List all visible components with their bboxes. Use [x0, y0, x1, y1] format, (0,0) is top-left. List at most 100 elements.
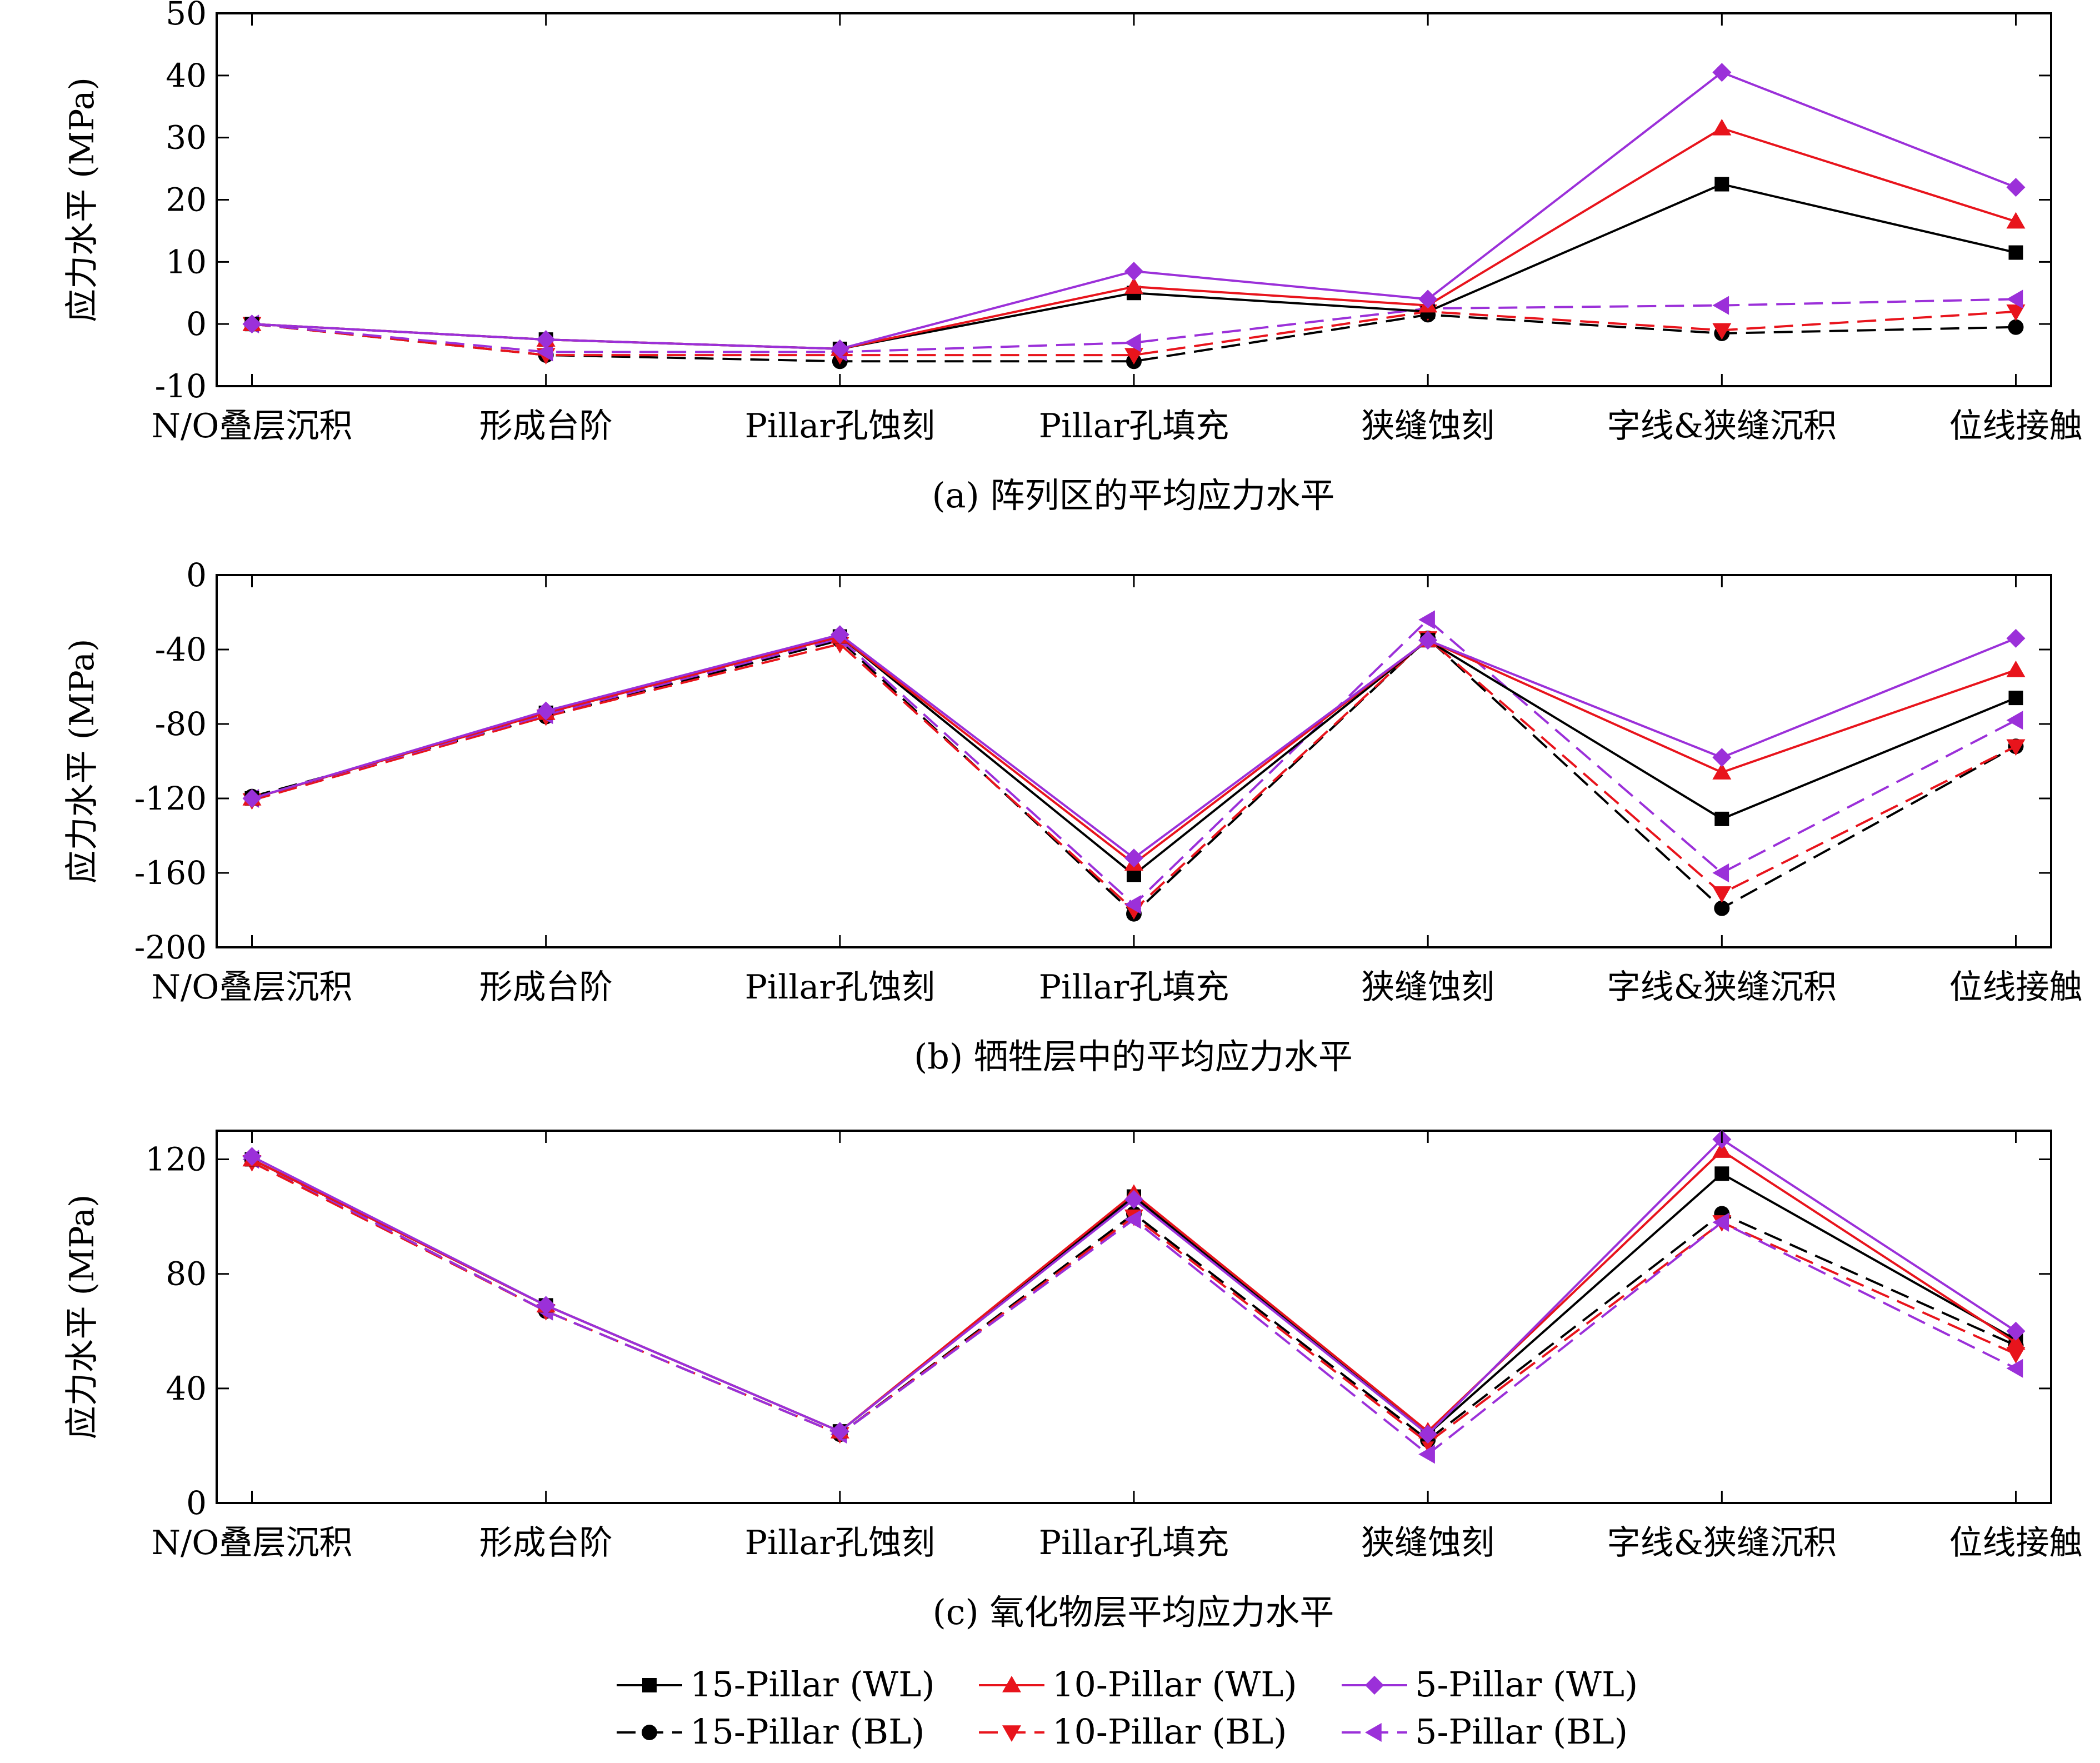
y-tick-label: 20: [166, 181, 207, 219]
y-axis-label: 应力水平 (MPa): [63, 1195, 102, 1440]
data-point: [2008, 245, 2023, 260]
data-point: [830, 625, 849, 645]
data-point: [1712, 763, 1732, 780]
x-category-label: 形成台阶: [479, 1524, 613, 1562]
data-point: [536, 342, 553, 362]
data-point: [1712, 1141, 1732, 1158]
data-point: [2006, 1359, 2023, 1378]
data-point: [830, 1422, 849, 1441]
data-point: [1712, 1212, 1729, 1232]
data-point: [1124, 1190, 1143, 1209]
legend-label: 5-Pillar (WL): [1415, 1664, 1638, 1705]
legend-label: 15-Pillar (WL): [690, 1664, 935, 1705]
data-point: [1712, 63, 1732, 82]
legend-label: 10-Pillar (BL): [1052, 1711, 1287, 1752]
data-point: [1124, 1210, 1141, 1229]
x-category-label: 字线&狭缝沉积: [1607, 1524, 1837, 1562]
y-axis-label: 应力水平 (MPa): [63, 77, 102, 322]
x-category-label: 狭缝蚀刻: [1361, 1524, 1494, 1562]
y-tick-label: 0: [186, 556, 207, 594]
legend-item-10-pillar-bl: 10-Pillar (BL): [979, 1711, 1287, 1752]
data-point: [536, 330, 556, 349]
x-category-label: 狭缝蚀刻: [1361, 407, 1494, 446]
data-point: [1418, 631, 1438, 650]
y-tick-label: 50: [166, 0, 207, 32]
data-point: [2006, 1347, 2026, 1364]
y-tick-label: -160: [134, 854, 207, 892]
data-point: [1124, 277, 1143, 294]
data-point: [2008, 319, 2024, 335]
y-tick-label: 0: [186, 1484, 207, 1522]
x-category-label: Pillar孔填充: [1039, 1524, 1229, 1562]
y-axis-ticks: -200 -160 -120 -80 -40 0: [134, 556, 2051, 966]
legend-marker: [1365, 1723, 1382, 1742]
data-point: [2008, 691, 2023, 706]
x-category-label: 位线接触: [1949, 407, 2083, 446]
data-point: [1418, 1445, 1435, 1464]
x-category-label: Pillar孔蚀刻: [745, 968, 935, 1007]
legend-item-5-pillar-wl: 5-Pillar (WL): [1342, 1664, 1638, 1705]
x-category-label: 位线接触: [1949, 1524, 2083, 1562]
x-category-label: N/O叠层沉积: [152, 968, 353, 1007]
series-group: [242, 1130, 2026, 1464]
data-point: [536, 701, 556, 721]
data-point: [830, 339, 849, 358]
x-category-label: Pillar孔蚀刻: [745, 1524, 935, 1562]
x-category-label: Pillar孔蚀刻: [745, 407, 935, 446]
y-tick-label: 120: [145, 1141, 207, 1178]
legend-item-10-pillar-wl: 10-Pillar (WL): [979, 1664, 1297, 1705]
data-point: [1714, 811, 1729, 826]
y-tick-label: 40: [166, 57, 207, 94]
legend-marker: [642, 1725, 657, 1740]
series-5-pillar-wl: [242, 63, 2026, 358]
series-group: [242, 610, 2026, 922]
y-tick-label: -40: [155, 631, 207, 668]
data-point: [1712, 296, 1729, 315]
data-point: [1714, 1166, 1729, 1181]
y-tick-label: 10: [166, 243, 207, 281]
data-point: [1712, 886, 1732, 903]
data-point: [536, 1296, 556, 1315]
data-point: [2006, 212, 2026, 229]
legend-item-15-pillar-bl: 15-Pillar (BL): [617, 1711, 924, 1752]
x-category-label: 狭缝蚀刻: [1361, 968, 1494, 1007]
legend-label: 15-Pillar (BL): [690, 1711, 924, 1752]
y-tick-label: -200: [134, 928, 207, 966]
data-point: [2006, 660, 2026, 677]
y-tick-label: 0: [186, 305, 207, 343]
legend-marker: [1365, 1676, 1384, 1695]
y-tick-label: -10: [155, 367, 207, 405]
x-category-label: 形成台阶: [479, 407, 613, 446]
legend-label: 5-Pillar (BL): [1415, 1711, 1628, 1752]
y-axis-label: 应力水平 (MPa): [63, 639, 102, 884]
data-point: [2006, 178, 2026, 197]
data-point: [1124, 262, 1143, 281]
y-axis-ticks: 0 40 80 120: [145, 1141, 2051, 1522]
data-point: [1418, 610, 1435, 630]
data-point: [2006, 289, 2023, 309]
data-point: [2006, 711, 2023, 730]
chart-caption: (c) 氧化物层平均应力水平: [933, 1592, 1334, 1632]
x-category-label: 字线&狭缝沉积: [1607, 407, 1837, 446]
x-axis-category-labels: N/O叠层沉积 形成台阶 Pillar孔蚀刻 Pillar孔填充 狭缝蚀刻 字线&狭缝沉积…: [152, 575, 2083, 1007]
y-tick-label: -80: [155, 705, 207, 743]
data-point: [2006, 304, 2026, 321]
x-category-label: 字线&狭缝沉积: [1607, 968, 1837, 1007]
chart-panel-a: -10 0 10 20 30 40 50 N/O叠层沉积 形成台阶 Pillar孔蚀刻 Pilla…: [63, 0, 2083, 516]
x-category-label: 位线接触: [1949, 968, 2083, 1007]
data-point: [242, 314, 262, 334]
data-point: [1418, 289, 1438, 309]
data-point: [242, 789, 262, 808]
data-point: [1714, 177, 1729, 192]
chart-panel-c: 0 40 80 120 N/O叠层沉积 形成台阶 Pillar孔蚀刻 Pillar孔填充 狭缝…: [63, 1130, 2083, 1632]
legend-marker: [1002, 1676, 1021, 1692]
data-point: [1714, 900, 1730, 916]
y-tick-label: 80: [166, 1255, 207, 1293]
data-point: [2006, 1321, 2026, 1341]
chart-caption: (b) 牺牲层中的平均应力水平: [914, 1036, 1353, 1077]
y-axis-ticks: -10 0 10 20 30 40 50: [155, 0, 2051, 405]
data-point: [1418, 1425, 1438, 1444]
x-category-label: N/O叠层沉积: [152, 1524, 353, 1562]
data-point: [1712, 863, 1729, 882]
